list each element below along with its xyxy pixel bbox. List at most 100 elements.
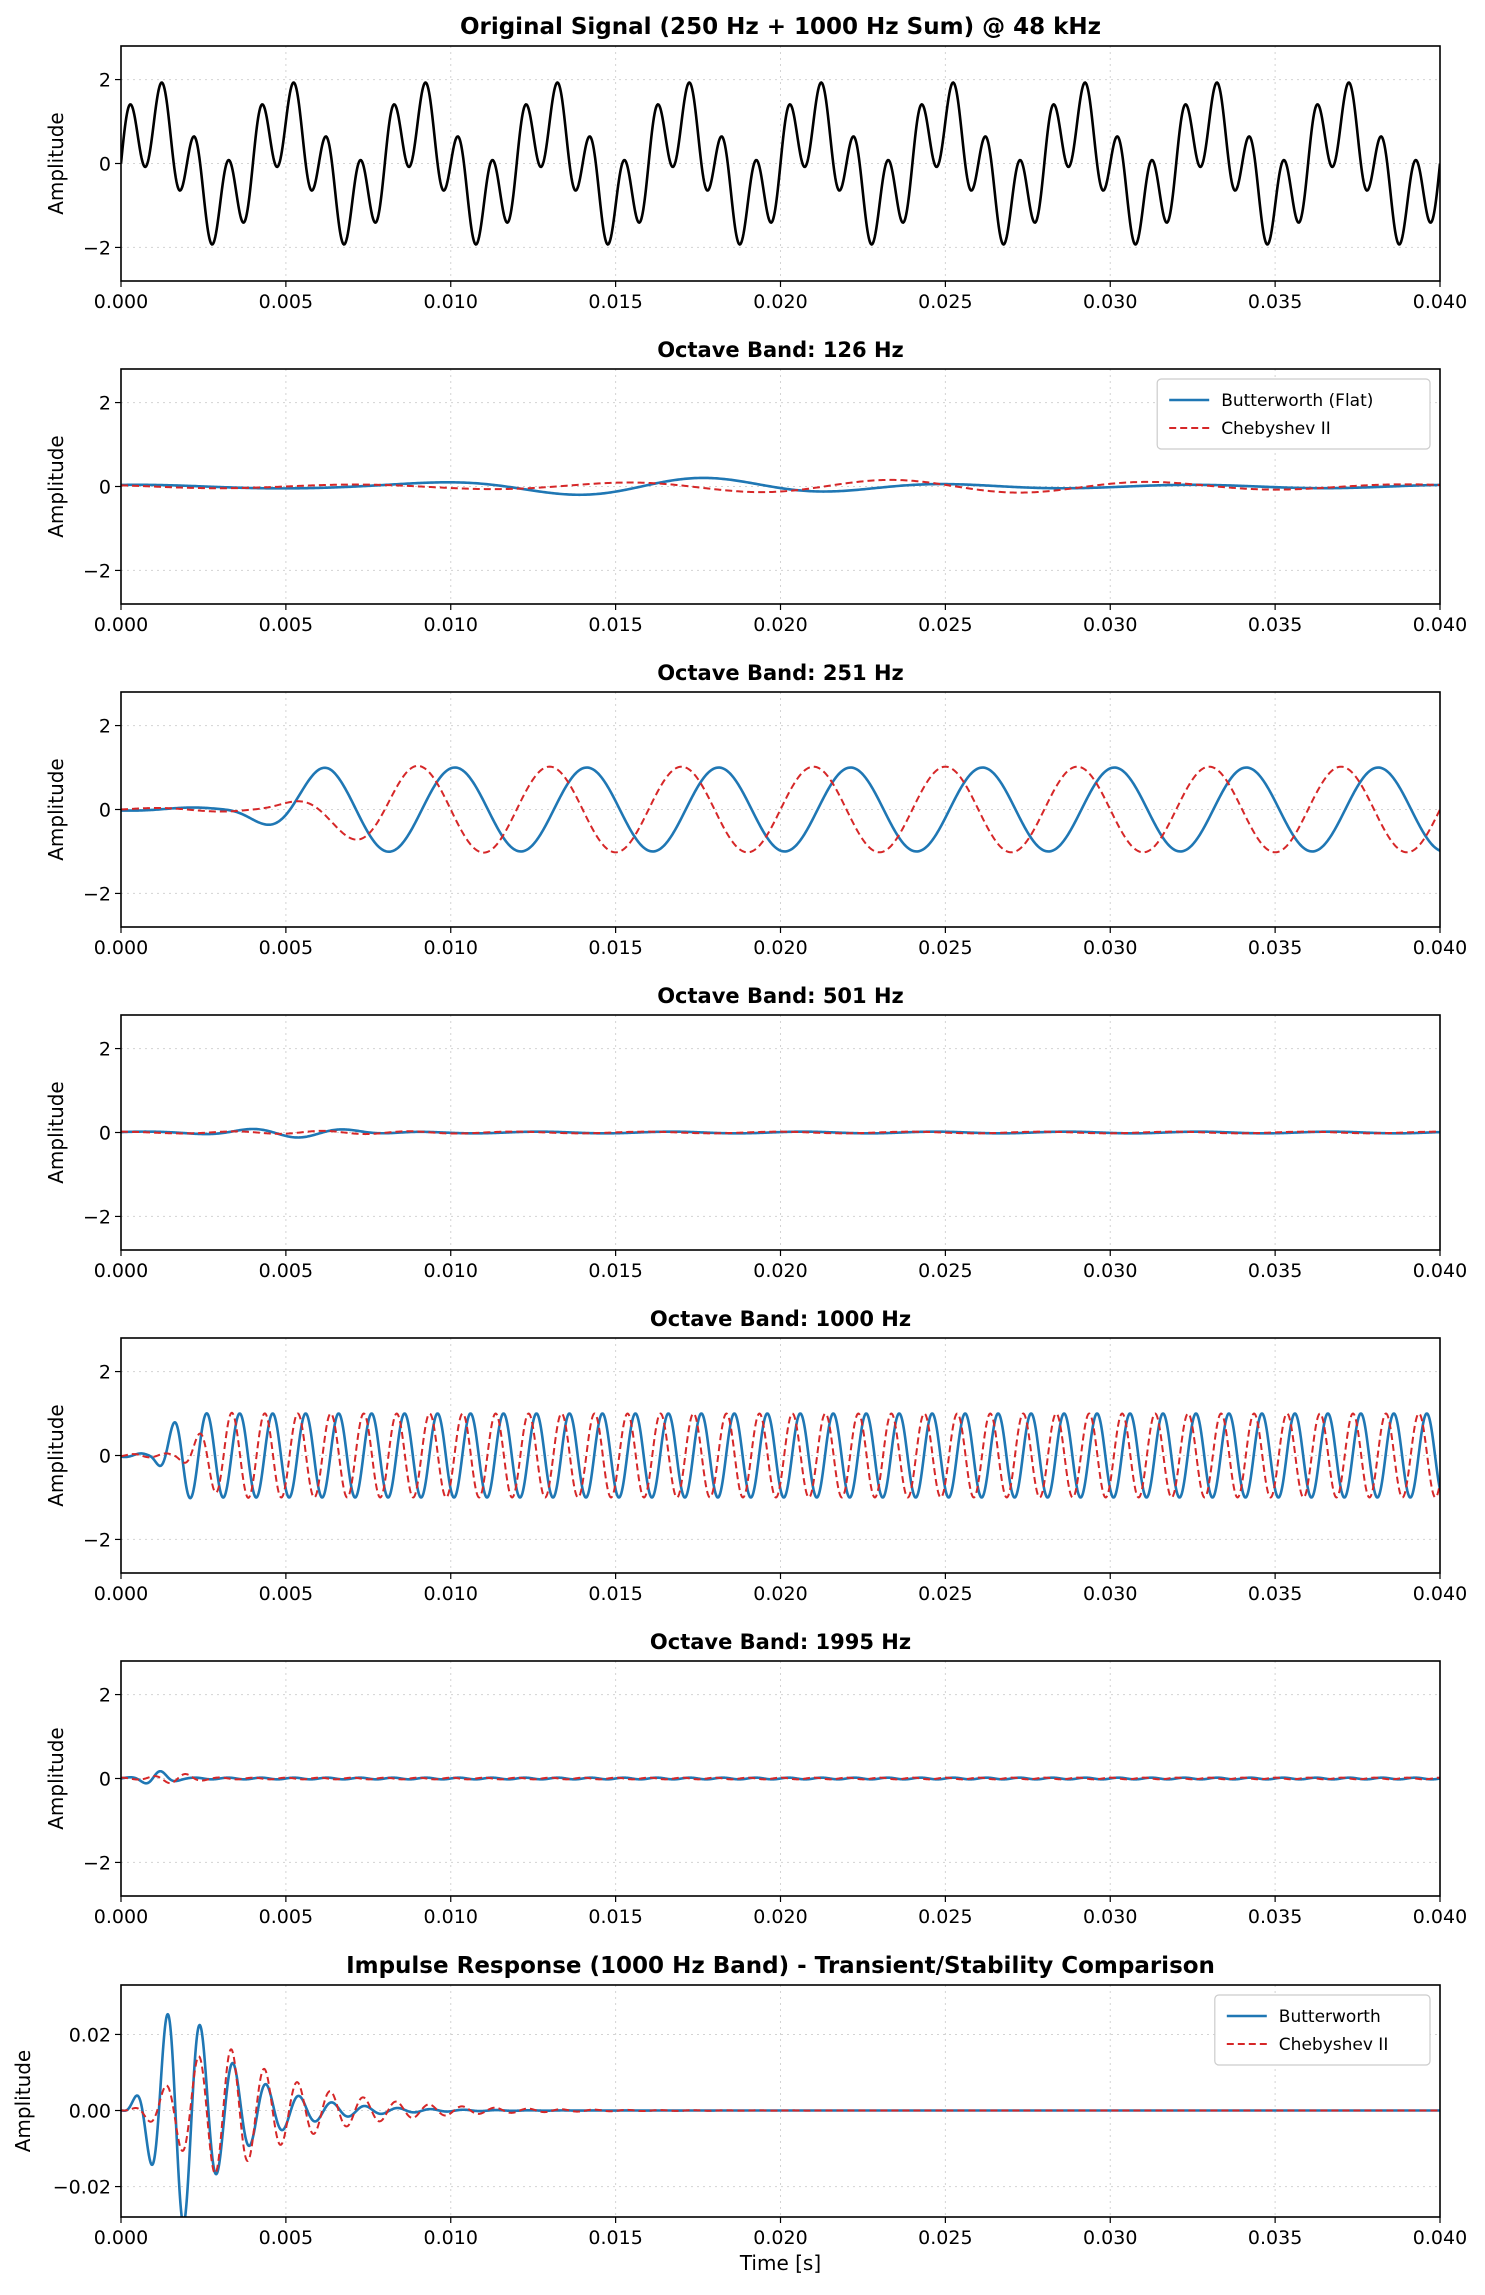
- x-tick-label: 0.005: [259, 1260, 313, 1282]
- x-tick-label: 0.040: [1413, 291, 1467, 313]
- subplot-title: Impulse Response (1000 Hz Band) - Transi…: [346, 1953, 1215, 1979]
- x-tick-label: 0.010: [424, 291, 478, 313]
- x-tick-label: 0.030: [1083, 1260, 1137, 1282]
- x-tick-label: 0.015: [588, 1906, 642, 1928]
- y-tick-label: −2: [83, 560, 111, 582]
- series-line-butterworth-flat: [121, 766, 1440, 854]
- legend: Butterworth (Flat) Chebyshev II: [1156, 378, 1431, 450]
- y-axis-label: Amplitude: [44, 1081, 68, 1184]
- subplot-p2: 0.000 0.005 0.010 0.015 0.020 0.025 0.030 0.035…: [44, 661, 1467, 959]
- x-tick-label: 0.025: [918, 291, 972, 313]
- x-tick-label: 0.020: [753, 1906, 807, 1928]
- subplot-title: Octave Band: 1995 Hz: [650, 1630, 911, 1654]
- x-tick-label: 0.015: [588, 937, 642, 959]
- y-tick-label: 2: [99, 70, 111, 92]
- x-tick-label: 0.010: [424, 1260, 478, 1282]
- y-tick-label: −2: [83, 237, 111, 259]
- x-tick-label: 0.020: [753, 1583, 807, 1605]
- y-tick-label: −2: [83, 1206, 111, 1228]
- y-tick-label: 2: [99, 1362, 111, 1384]
- x-tick-label: 0.000: [94, 1906, 148, 1928]
- x-tick-label: 0.030: [1083, 937, 1137, 959]
- x-tick-label: 0.020: [753, 1260, 807, 1282]
- y-tick-label: 2: [99, 393, 111, 415]
- x-tick-label: 0.015: [588, 614, 642, 636]
- y-tick-label: 0: [99, 1446, 111, 1468]
- series-line-chebyshev-ii: [121, 764, 1440, 854]
- y-axis-label: Amplitude: [44, 1727, 68, 1830]
- subplot-title: Octave Band: 251 Hz: [657, 661, 904, 685]
- x-tick-label: 0.030: [1083, 2227, 1137, 2249]
- series-line-chebyshev-ii: [121, 478, 1440, 494]
- x-tick-label: 0.000: [94, 614, 148, 636]
- x-tick-label: 0.040: [1413, 1906, 1467, 1928]
- x-tick-label: 0.025: [918, 1260, 972, 1282]
- y-tick-label: 2: [99, 716, 111, 738]
- subplot-p4: 0.000 0.005 0.010 0.015 0.020 0.025 0.030 0.035…: [44, 1307, 1467, 1605]
- legend-label: Chebyshev II: [1279, 2035, 1389, 2055]
- y-tick-label: 2: [99, 1039, 111, 1061]
- x-tick-label: 0.030: [1083, 1906, 1137, 1928]
- x-tick-label: 0.005: [259, 291, 313, 313]
- x-tick-label: 0.035: [1248, 2227, 1302, 2249]
- x-tick-label: 0.015: [588, 1583, 642, 1605]
- legend-label: Chebyshev II: [1221, 419, 1331, 439]
- x-tick-label: 0.005: [259, 1583, 313, 1605]
- y-tick-label: −2: [83, 1852, 111, 1874]
- x-tick-label: 0.005: [259, 614, 313, 636]
- subplot-title: Octave Band: 501 Hz: [657, 984, 904, 1008]
- x-tick-label: 0.015: [588, 291, 642, 313]
- x-tick-label: 0.025: [918, 937, 972, 959]
- y-tick-label: −0.02: [53, 2177, 111, 2199]
- y-axis-label: Amplitude: [44, 1404, 68, 1507]
- series-line-chebyshev-ii: [121, 1129, 1440, 1136]
- y-tick-label: 0: [99, 1123, 111, 1145]
- y-tick-label: 0: [99, 800, 111, 822]
- y-tick-label: 0: [99, 477, 111, 499]
- x-tick-label: 0.035: [1248, 937, 1302, 959]
- x-tick-label: 0.020: [753, 937, 807, 959]
- subplot-title: Original Signal (250 Hz + 1000 Hz Sum) @…: [460, 14, 1101, 40]
- x-tick-label: 0.000: [94, 937, 148, 959]
- y-tick-label: 0: [99, 154, 111, 176]
- series-line-butterworth-flat: [121, 476, 1440, 497]
- y-tick-label: 2: [99, 1685, 111, 1707]
- y-axis-label: Amplitude: [44, 112, 68, 215]
- legend-label: Butterworth (Flat): [1221, 391, 1373, 411]
- x-tick-label: 0.005: [259, 1906, 313, 1928]
- y-axis-label: Amplitude: [44, 758, 68, 861]
- x-tick-label: 0.015: [588, 2227, 642, 2249]
- x-tick-label: 0.030: [1083, 291, 1137, 313]
- series-line-butterworth: [121, 2012, 1440, 2217]
- x-tick-label: 0.020: [753, 614, 807, 636]
- series-line-butterworth-flat: [121, 1769, 1440, 1785]
- x-tick-label: 0.040: [1413, 614, 1467, 636]
- x-tick-label: 0.040: [1413, 1583, 1467, 1605]
- y-tick-label: 0.00: [69, 2101, 111, 2123]
- series-line-chebyshev-ii: [121, 1773, 1440, 1785]
- series-line-signal: [121, 81, 1440, 246]
- subplot-title: Octave Band: 1000 Hz: [650, 1307, 911, 1331]
- y-axis-label: Amplitude: [44, 435, 68, 538]
- y-tick-label: −2: [83, 1529, 111, 1551]
- subplot-p3: 0.000 0.005 0.010 0.015 0.020 0.025 0.030 0.035…: [44, 984, 1467, 1282]
- x-tick-label: 0.025: [918, 1906, 972, 1928]
- x-tick-label: 0.020: [753, 2227, 807, 2249]
- y-axis-label: Amplitude: [11, 2050, 35, 2153]
- y-tick-label: 0.02: [69, 2024, 111, 2046]
- legend-label: Butterworth: [1279, 2007, 1381, 2027]
- subplot-p5: 0.000 0.005 0.010 0.015 0.020 0.025 0.030 0.035…: [44, 1630, 1467, 1928]
- x-tick-label: 0.000: [94, 291, 148, 313]
- x-tick-label: 0.025: [918, 1583, 972, 1605]
- x-tick-label: 0.040: [1413, 2227, 1467, 2249]
- subplot-p0: 0.000 0.005 0.010 0.015 0.020 0.025 0.030 0.035…: [44, 14, 1467, 313]
- x-tick-label: 0.025: [918, 614, 972, 636]
- subplot-title: Octave Band: 126 Hz: [657, 338, 904, 362]
- x-axis-label: Time [s]: [739, 2251, 821, 2275]
- x-tick-label: 0.010: [424, 1583, 478, 1605]
- y-tick-label: −2: [83, 883, 111, 905]
- legend-box: [1156, 378, 1431, 450]
- x-tick-label: 0.040: [1413, 1260, 1467, 1282]
- x-tick-label: 0.015: [588, 1260, 642, 1282]
